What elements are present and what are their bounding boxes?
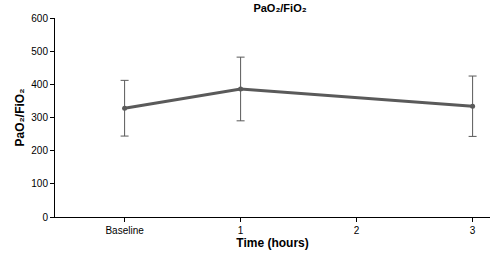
svg-text:200: 200 [31, 145, 48, 156]
svg-text:1: 1 [238, 225, 244, 236]
svg-text:100: 100 [31, 178, 48, 189]
svg-text:Baseline: Baseline [105, 225, 144, 236]
svg-text:0: 0 [42, 212, 48, 223]
svg-text:500: 500 [31, 46, 48, 57]
svg-text:PaO₂/FiO₂: PaO₂/FiO₂ [13, 88, 27, 146]
svg-text:600: 600 [31, 13, 48, 24]
svg-text:300: 300 [31, 112, 48, 123]
svg-text:3: 3 [470, 225, 476, 236]
svg-text:2: 2 [354, 225, 360, 236]
svg-text:Time (hours): Time (hours) [236, 236, 308, 250]
svg-text:400: 400 [31, 79, 48, 90]
svg-text:PaO₂/FiO₂: PaO₂/FiO₂ [253, 2, 306, 14]
